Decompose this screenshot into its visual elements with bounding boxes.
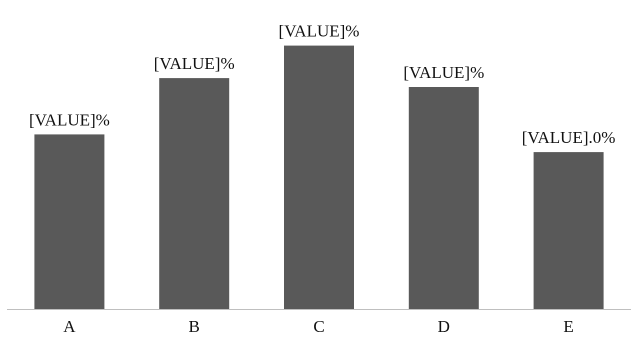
data-labels-group: [VALUE]% [VALUE]% [VALUE]% [VALUE]% [VALUE].… xyxy=(29,22,615,148)
bar-D xyxy=(408,87,479,309)
bar-A xyxy=(34,134,105,309)
data-label-C: [VALUE]% xyxy=(279,22,360,41)
x-tick-label-E: E xyxy=(563,317,573,336)
data-label-E: [VALUE].0% xyxy=(522,128,616,147)
x-tick-label-A: A xyxy=(63,317,76,336)
data-label-D: [VALUE]% xyxy=(403,63,484,82)
x-tick-labels-group: A B C D E xyxy=(63,317,574,336)
x-tick-label-D: D xyxy=(438,317,450,336)
bar-C xyxy=(284,45,354,309)
bar-E xyxy=(533,152,604,309)
data-label-A: [VALUE]% xyxy=(29,110,110,129)
bars-group xyxy=(34,45,604,309)
data-label-B: [VALUE]% xyxy=(154,54,235,73)
bar-B xyxy=(159,78,230,309)
x-tick-label-B: B xyxy=(189,317,200,336)
x-tick-label-C: C xyxy=(313,317,324,336)
